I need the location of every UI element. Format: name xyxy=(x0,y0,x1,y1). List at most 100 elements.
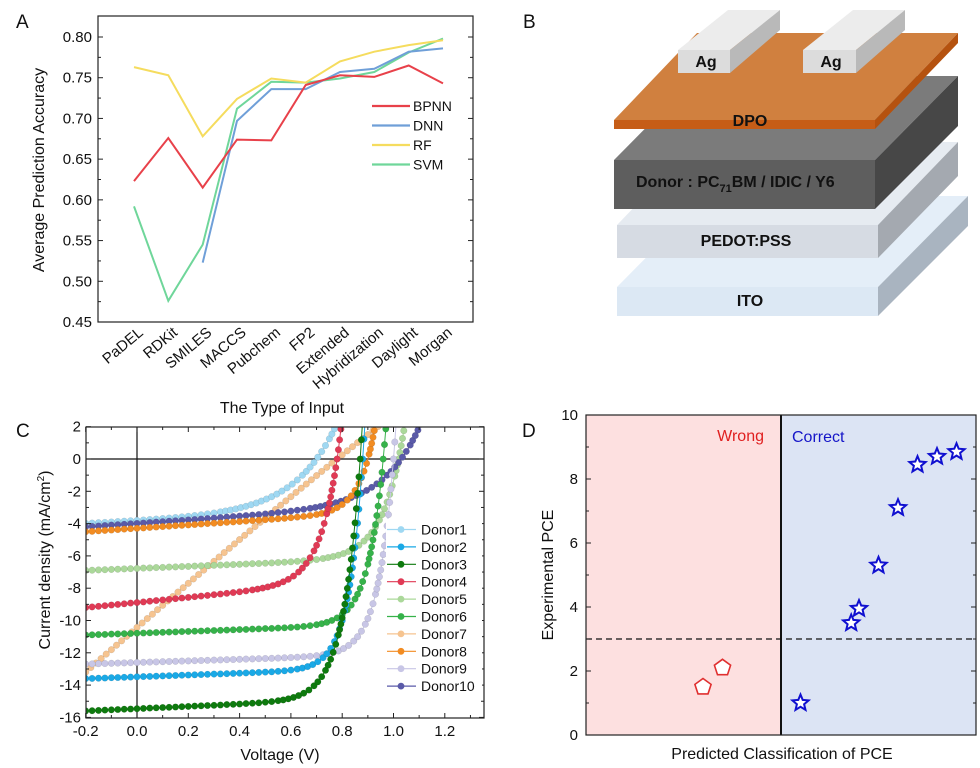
data-point xyxy=(293,653,301,661)
data-point xyxy=(94,631,103,639)
data-point xyxy=(107,659,115,667)
data-point xyxy=(242,587,250,595)
y-tick-label: -16 xyxy=(59,709,81,726)
data-point xyxy=(152,704,160,712)
data-point xyxy=(203,562,212,570)
y-tick-label: 0.65 xyxy=(63,151,92,168)
data-point xyxy=(242,655,250,663)
data-point xyxy=(300,622,308,630)
data-point xyxy=(298,564,306,572)
data-point xyxy=(372,420,379,427)
data-point xyxy=(350,532,358,540)
data-point xyxy=(393,420,400,427)
data-point xyxy=(216,701,224,709)
data-point xyxy=(287,493,295,501)
data-point xyxy=(325,499,333,507)
data-point xyxy=(146,629,154,637)
data-point xyxy=(343,447,351,455)
data-point xyxy=(171,657,180,665)
data-point xyxy=(339,607,348,615)
x-tick-label: 0.0 xyxy=(127,723,148,740)
data-point xyxy=(171,595,180,603)
data-point xyxy=(223,589,231,597)
data-point xyxy=(171,671,180,680)
data-point xyxy=(345,641,353,649)
x-tick-label: 0.6 xyxy=(280,723,301,740)
legend-marker xyxy=(397,578,405,586)
data-point xyxy=(153,606,162,614)
y-tick-label: 8 xyxy=(570,471,578,488)
data-point xyxy=(329,648,337,656)
y-tick-label: -10 xyxy=(59,613,81,630)
data-point xyxy=(395,458,403,466)
data-point xyxy=(107,674,115,682)
data-point xyxy=(223,701,231,709)
legend-marker xyxy=(397,682,405,690)
data-point xyxy=(328,486,336,494)
data-point xyxy=(384,511,392,519)
data-point xyxy=(248,669,256,677)
data-point xyxy=(191,702,199,710)
y-tick-label: 0 xyxy=(73,451,81,468)
data-point xyxy=(174,588,182,596)
legend-label-bpnn: BPNN xyxy=(413,98,452,114)
data-point xyxy=(101,706,109,714)
data-point xyxy=(101,659,109,668)
y-tick-label: 0.70 xyxy=(63,110,92,127)
data-point xyxy=(368,483,376,491)
data-point xyxy=(289,572,298,580)
region-wrong-label: Wrong xyxy=(717,428,764,445)
data-point xyxy=(101,674,109,682)
data-point xyxy=(191,520,199,529)
data-point xyxy=(236,700,244,708)
data-point xyxy=(380,419,387,426)
data-point xyxy=(380,505,389,513)
data-point xyxy=(386,498,394,506)
data-point xyxy=(178,594,186,602)
data-point xyxy=(236,536,244,544)
legend-label-donor8: Donor8 xyxy=(421,643,467,659)
data-point xyxy=(203,670,212,678)
data-point xyxy=(171,703,180,711)
data-point xyxy=(313,541,321,549)
y-tick-label: -12 xyxy=(59,645,81,662)
data-point xyxy=(165,595,173,603)
data-point xyxy=(347,492,355,500)
series-donor2 xyxy=(86,427,368,683)
x-tick-label: 0.4 xyxy=(229,723,250,740)
data-point xyxy=(334,420,341,427)
x-tick-label: 1.0 xyxy=(383,723,404,740)
data-point xyxy=(369,536,377,544)
data-point xyxy=(280,624,289,632)
data-point xyxy=(197,656,205,665)
data-point xyxy=(334,446,342,454)
data-point xyxy=(165,628,173,636)
data-point xyxy=(236,626,244,634)
legend-label-donor1: Donor1 xyxy=(421,522,467,538)
data-point xyxy=(101,526,109,534)
data-point xyxy=(356,584,364,592)
data-point xyxy=(332,640,340,648)
data-point xyxy=(300,505,308,513)
data-point xyxy=(342,593,350,601)
data-point xyxy=(120,525,128,533)
data-point xyxy=(146,523,154,531)
data-point xyxy=(101,566,109,574)
data-point xyxy=(280,558,289,566)
data-point xyxy=(293,513,301,521)
y-tick-label: 2 xyxy=(570,663,578,680)
data-point xyxy=(178,657,186,665)
data-point xyxy=(127,525,135,533)
data-point xyxy=(241,531,249,539)
data-point xyxy=(223,518,231,526)
series-line-svm xyxy=(133,37,444,304)
data-point xyxy=(146,658,154,666)
data-point xyxy=(197,627,205,635)
data-point xyxy=(148,610,156,618)
data-point xyxy=(127,705,135,713)
data-point xyxy=(351,519,359,527)
electrode-ag-2-label: Ag xyxy=(820,54,841,71)
legend-label-donor5: Donor5 xyxy=(421,591,467,607)
data-point xyxy=(284,575,292,583)
